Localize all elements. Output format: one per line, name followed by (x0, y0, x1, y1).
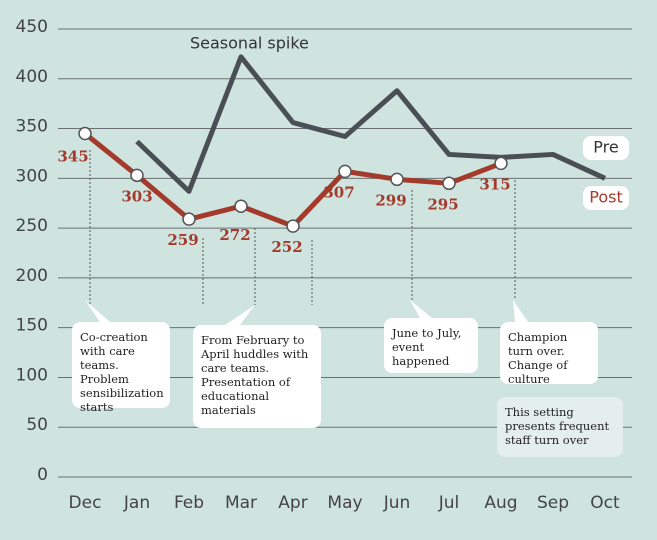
callout: Champion turn over. Change of culture (500, 322, 598, 386)
y-tick-label: 100 (16, 365, 48, 385)
annotation: Seasonal spike (190, 34, 309, 53)
point (130, 168, 144, 183)
x-tick-label: Jul (438, 493, 460, 513)
legend-label: Post (589, 188, 622, 207)
value-label: 295 (427, 195, 458, 213)
legend-box (583, 186, 629, 210)
point (390, 172, 404, 187)
x-tick-label: Feb (174, 493, 204, 513)
value-label: 315 (479, 175, 510, 193)
point (182, 212, 196, 226)
value-label: 303 (121, 187, 152, 205)
y-tick-label: 450 (16, 17, 48, 37)
x-tick-label: Oct (590, 493, 620, 513)
value-label: 252 (271, 238, 302, 256)
y-tick-label: 50 (26, 415, 48, 435)
x-tick-label: Aug (484, 493, 517, 513)
callout: This setting presents frequent staff tur… (497, 397, 623, 457)
x-tick-label: May (327, 493, 362, 513)
callout: June to July, event happened (384, 318, 478, 373)
y-tick-label: 300 (16, 166, 48, 186)
x-tick-label: Jan (123, 493, 150, 513)
point (234, 199, 248, 213)
y-tick-label: 200 (16, 266, 48, 286)
series-line (135, 54, 607, 194)
callout: Co-creation with care teams. Problem sen… (72, 322, 170, 414)
y-tick-label: 250 (16, 216, 48, 236)
x-tick-label: Jun (383, 493, 411, 513)
point (494, 156, 508, 171)
y-tick-label: 0 (37, 465, 48, 485)
callout-pointers (85, 300, 528, 325)
x-tick-label: Apr (278, 493, 307, 513)
x-tick-label: Mar (225, 493, 257, 513)
y-tick-label: 350 (16, 117, 48, 137)
value-label: 272 (219, 226, 250, 244)
point (286, 219, 300, 233)
point (78, 126, 92, 141)
legend-box (583, 136, 629, 160)
value-label: 299 (375, 191, 406, 209)
callout: From February to April huddles with care… (193, 325, 321, 428)
callout-leaders (89, 150, 516, 305)
point (442, 176, 456, 191)
value-label: 259 (167, 231, 198, 249)
y-tick-label: 150 (16, 316, 48, 336)
y-tick-label: 400 (16, 67, 48, 87)
x-tick-label: Dec (69, 493, 102, 513)
value-label: 307 (323, 183, 354, 201)
point (338, 164, 352, 179)
legend-label: Pre (593, 138, 618, 157)
value-label: 345 (57, 148, 88, 166)
x-tick-label: Sep (537, 493, 569, 513)
